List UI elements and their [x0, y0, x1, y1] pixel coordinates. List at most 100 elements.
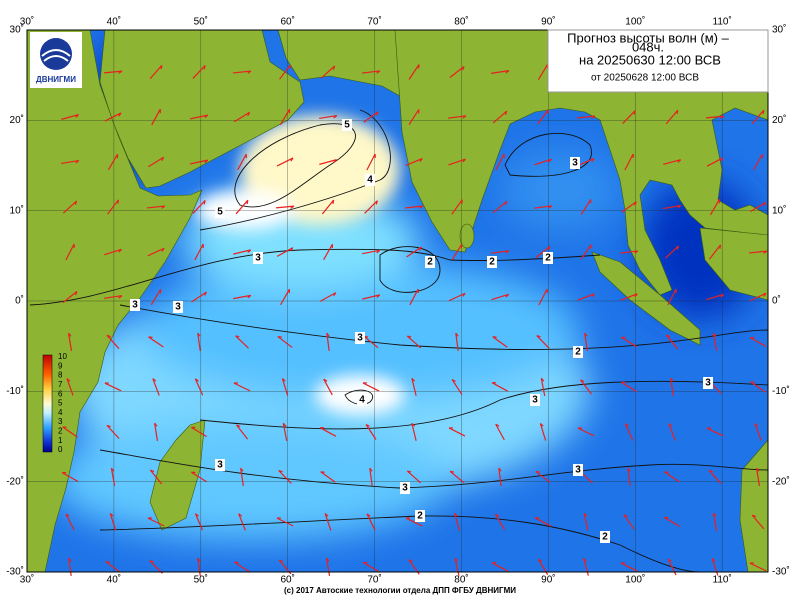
wave-arrow — [66, 378, 74, 396]
wave-arrow — [577, 427, 595, 437]
wave-arrow — [65, 243, 75, 261]
wave-arrow — [190, 426, 208, 438]
wave-arrow — [148, 156, 165, 168]
wave-arrow — [281, 377, 289, 396]
wave-arrow — [498, 467, 502, 487]
wave-arrow — [105, 561, 121, 573]
wave-arrow — [278, 469, 292, 484]
lon-label-top: 80˚ — [454, 16, 468, 28]
wave-arrow — [665, 334, 679, 350]
contour-label-bg — [530, 394, 540, 406]
contour-label-bg — [357, 394, 367, 406]
wave-arrow — [405, 158, 423, 166]
lon-label-top: 110˚ — [713, 16, 732, 28]
wave-arrow — [449, 65, 465, 79]
wave-arrow — [751, 109, 765, 125]
lat-label-left: -20˚ — [6, 475, 24, 487]
wave-arrow — [149, 469, 163, 485]
wave-arrow — [711, 558, 719, 576]
lat-label-right: -30˚ — [772, 566, 790, 578]
wave-arrow — [235, 424, 249, 440]
title-line: Прогноз высоты волн (м) – — [567, 30, 729, 45]
wave-arrow — [362, 382, 380, 392]
wave-arrow — [534, 158, 552, 166]
lon-label-top: 60˚ — [280, 16, 294, 28]
wave-arrow — [492, 200, 508, 214]
wave-arrow — [663, 159, 682, 165]
contour-label: 5 — [344, 120, 350, 131]
lat-label-left: 0˚ — [15, 295, 24, 307]
wave-arrow — [491, 293, 510, 301]
wave-arrow — [62, 290, 78, 304]
contour-label-bg — [600, 531, 610, 543]
contour-label: 3 — [402, 483, 408, 494]
contour-label: 2 — [602, 532, 608, 543]
colorbar-label: 10 — [58, 352, 67, 361]
lon-label-top: 40˚ — [107, 16, 121, 28]
lon-label-bottom: 40˚ — [107, 574, 121, 586]
colorbar-label: 8 — [58, 371, 63, 380]
wave-arrow — [103, 70, 123, 74]
wave-arrow — [622, 110, 636, 124]
wave-arrow — [749, 562, 767, 572]
subtitle-line: от 20250628 12:00 ВСВ — [591, 73, 699, 84]
contour-label: 2 — [489, 257, 495, 268]
colorbar-label: 4 — [58, 408, 63, 417]
wave-arrow — [276, 157, 294, 167]
contour-label: 2 — [417, 511, 423, 522]
wave-arrow — [669, 377, 675, 396]
logo-emblem — [40, 38, 72, 70]
wave-arrow — [238, 513, 246, 531]
wave-arrow — [495, 423, 505, 441]
colorbar-label: 9 — [58, 361, 63, 370]
wave-arrow — [663, 516, 681, 527]
wave-arrow — [619, 250, 639, 254]
wave-arrow — [194, 513, 204, 531]
wave-arrow — [708, 469, 722, 485]
wave-arrow — [323, 243, 333, 261]
wave-arrow — [150, 289, 162, 305]
wave-arrow — [448, 427, 466, 437]
wave-arrow — [454, 557, 460, 576]
wave-arrow — [448, 158, 466, 166]
contour-label: 3 — [575, 465, 581, 476]
wave-arrow — [107, 153, 119, 171]
wave-arrow — [753, 153, 763, 171]
wave-arrow — [279, 108, 291, 126]
wave-arrow — [492, 110, 508, 124]
wave-arrow — [233, 382, 251, 392]
contour-label: 3 — [255, 253, 261, 264]
colorbar-label: 7 — [58, 380, 63, 389]
title-line: на 20250630 12:00 ВСВ — [579, 52, 721, 67]
wave-arrow — [319, 159, 338, 165]
lat-label-right: -10˚ — [772, 385, 790, 397]
wave-arrow — [584, 332, 588, 351]
wave-arrow — [326, 332, 330, 352]
map-frame — [26, 29, 769, 573]
wave-arrow — [538, 288, 548, 306]
wave-arrow — [234, 561, 250, 573]
wave-arrow — [491, 382, 509, 392]
contour-label-bg — [573, 346, 583, 358]
wave-arrow — [320, 65, 336, 79]
wave-arrow — [748, 250, 768, 254]
wave-arrow — [540, 377, 546, 396]
wave-arrow — [665, 245, 680, 259]
wave-arrow — [712, 512, 718, 531]
contour-label: 3 — [705, 378, 711, 389]
wave-arrow — [147, 247, 165, 257]
wave-arrow — [627, 467, 631, 486]
contour-label: 4 — [367, 175, 373, 186]
wave-arrow — [61, 472, 79, 482]
contour-label-bg — [215, 206, 225, 218]
logo-waves — [41, 49, 71, 62]
wave-arrow — [276, 247, 294, 257]
wave-arrow — [361, 70, 381, 74]
wave-arrow — [234, 111, 251, 123]
wave-arrow — [451, 199, 463, 215]
wave-arrow — [536, 334, 550, 349]
wave-arrow — [191, 471, 207, 483]
wave-arrow — [104, 248, 123, 256]
wave-arrow — [147, 517, 165, 527]
contour-label-bg — [400, 482, 410, 494]
